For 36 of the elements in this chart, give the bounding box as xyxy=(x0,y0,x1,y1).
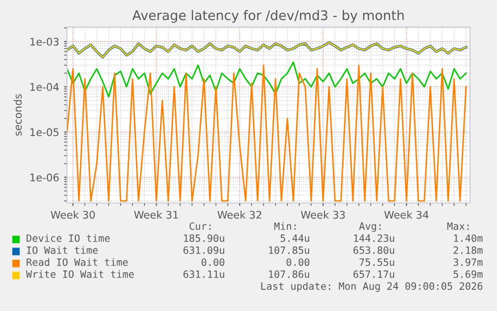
text: 144.23u xyxy=(354,234,394,242)
legend-label: Device IO time xyxy=(26,234,110,242)
legend-label: IO Wait time xyxy=(26,246,98,254)
text: 0.00 xyxy=(202,258,224,266)
y-tick-label: 1e-03 xyxy=(30,38,59,46)
text: Max: xyxy=(447,222,469,230)
text: 631.09u xyxy=(184,246,224,254)
legend-label: Read IO Wait time xyxy=(26,258,128,266)
x-tick-label: Week 33 xyxy=(300,210,345,219)
text: 107.85u xyxy=(269,246,310,254)
x-tick-label: Week 30 xyxy=(50,210,95,219)
y-tick-label: 1e-04 xyxy=(30,83,59,91)
text: 5.44u xyxy=(280,234,310,242)
text: 657.17u xyxy=(354,270,394,278)
text: Last update: Mon Aug 24 09:00:05 2026 xyxy=(261,282,482,292)
x-tick-label: Week 31 xyxy=(134,210,178,219)
text: 185.90u xyxy=(184,234,224,242)
text: 5.69m xyxy=(454,270,483,278)
y-tick-label: 1e-05 xyxy=(30,128,58,136)
chart-title: Average latency for /dev/md3 - by month xyxy=(132,10,404,23)
text: Cur: xyxy=(190,222,211,230)
x-tick-label: Week 32 xyxy=(218,210,262,219)
text: 107.86u xyxy=(269,270,310,278)
y-tick-label: 1e-06 xyxy=(30,174,59,182)
text: Avg: xyxy=(359,222,381,232)
legend-label: Write IO Wait time xyxy=(26,270,134,278)
text: 3.97m xyxy=(454,258,483,266)
text: 631.11u xyxy=(184,270,224,278)
text: Min: xyxy=(274,222,296,230)
text: 653.80u xyxy=(354,246,394,254)
text: 75.55u xyxy=(360,258,394,266)
x-tick-label: Week 34 xyxy=(384,210,428,219)
text: 1.40m xyxy=(454,234,483,242)
text: 2.18m xyxy=(454,246,483,254)
y-axis-title: seconds xyxy=(14,94,22,136)
text: 0.00 xyxy=(286,258,310,266)
